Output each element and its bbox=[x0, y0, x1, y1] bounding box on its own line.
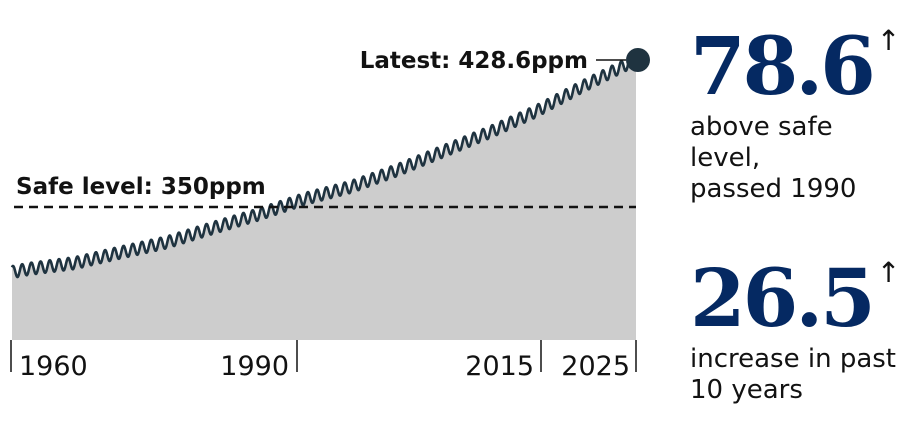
x-axis: 1960 1990 2015 2025 bbox=[10, 340, 637, 382]
x-tick-label: 1990 bbox=[220, 351, 289, 382]
up-arrow-icon: ↑ bbox=[876, 24, 901, 57]
co2-series-line bbox=[10, 55, 638, 279]
x-tick-label: 2025 bbox=[561, 351, 630, 382]
safe-level-label: Safe level: 350ppm bbox=[16, 174, 266, 200]
x-tick-label: 1960 bbox=[19, 351, 88, 382]
latest-dot bbox=[626, 48, 650, 72]
stat-above-safe-value-row: 78.6 ↑ bbox=[690, 24, 901, 106]
x-tick-label: 2015 bbox=[465, 351, 534, 382]
stat-above-safe: 78.6 ↑ above safe level, passed 1990 bbox=[690, 24, 901, 205]
up-arrow-icon: ↑ bbox=[876, 256, 901, 289]
stat-above-safe-value: 78.6 bbox=[690, 19, 876, 113]
stat-ten-year-increase: 26.5 ↑ increase in past 10 years bbox=[690, 256, 901, 406]
co2-area-chart: Safe level: 350ppm Latest: 428.6ppm 1960… bbox=[10, 48, 650, 382]
stat-above-safe-caption: above safe level, passed 1990 bbox=[690, 112, 857, 204]
stat-ten-year-increase-value: 26.5 bbox=[690, 251, 876, 345]
stat-ten-year-increase-caption: increase in past 10 years bbox=[690, 344, 896, 405]
stat-ten-year-increase-value-row: 26.5 ↑ bbox=[690, 256, 901, 338]
latest-label: Latest: 428.6ppm bbox=[360, 48, 588, 74]
